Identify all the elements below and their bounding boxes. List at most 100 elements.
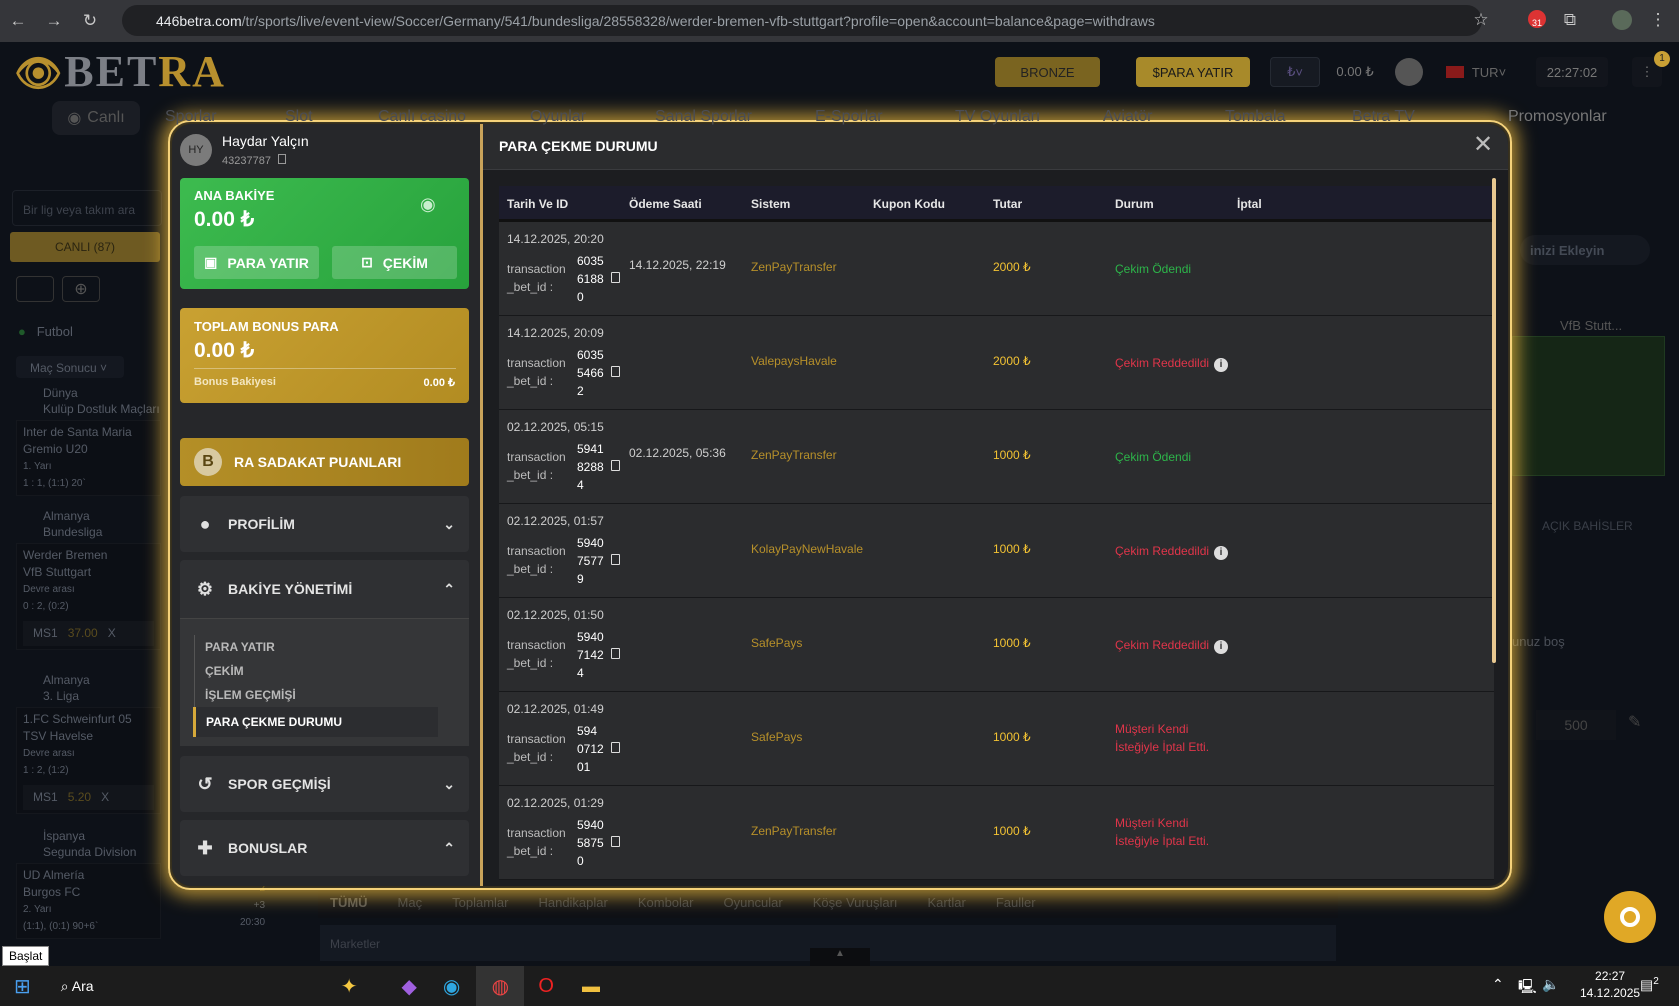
globe-filter-button[interactable]: ⊕ [62, 276, 100, 302]
edit-pencil-icon[interactable]: ✎ [1628, 714, 1642, 731]
nav-item[interactable]: Betra TV [1352, 108, 1415, 125]
submenu-item[interactable]: ÇEKİM [205, 664, 244, 678]
submenu-item[interactable]: İŞLEM GEÇMİŞİ [205, 688, 296, 702]
rank-badge[interactable]: BRONZE [995, 57, 1100, 87]
transaction-id-label: transaction _bet_id : [507, 262, 566, 294]
extension-icon[interactable]: 31 [1528, 10, 1546, 28]
copy-icon[interactable] [611, 272, 620, 283]
match-card[interactable]: Werder Bremen VfB Stuttgart Devre arası 0 :… [16, 543, 161, 650]
nav-item[interactable]: Slot [285, 108, 313, 125]
nav-item[interactable]: Promosyonlar [1508, 108, 1607, 125]
forward-icon[interactable]: → [45, 11, 63, 30]
status: Müşteri Kendi İsteğiyle İptal Etti. [1115, 722, 1210, 754]
nav-item[interactable]: Oyunlar [530, 108, 587, 125]
language-select[interactable]: TUR ˅ [1443, 57, 1509, 87]
copy-icon[interactable] [611, 742, 620, 753]
add-favorites[interactable]: inizi Ekleyin [1520, 235, 1650, 265]
loyalty-points-button[interactable]: B RA SADAKAT PUANLARI [180, 438, 469, 486]
league-header[interactable]: Dünya Kulüp Dostluk Maçları [43, 386, 160, 416]
address-bar[interactable]: 446betra.com/tr/sports/live/event-view/S… [122, 5, 1482, 36]
market-tab[interactable]: Oyuncular [723, 895, 783, 910]
market-tab[interactable]: Fauller [995, 895, 1036, 910]
notifications-icon[interactable]: ▤2 [1640, 976, 1659, 993]
eye-icon[interactable]: ◉ [420, 194, 436, 214]
submenu-item[interactable]: PARA ÇEKME DURUMU [193, 707, 438, 737]
league-header[interactable]: Almanya Bundesliga [43, 509, 103, 539]
close-icon[interactable]: ✕ [1473, 131, 1494, 158]
nav-item[interactable]: Aviatör [1103, 108, 1153, 125]
copy-icon[interactable] [611, 554, 620, 565]
reload-icon[interactable]: ↻ [82, 11, 98, 30]
withdraw-button[interactable]: ⊡ ÇEKİM [332, 246, 457, 279]
site-logo[interactable]: 👁BETRA [14, 47, 226, 96]
match-card[interactable]: UD Almería Burgos FC 2. Yarı (1:1), (0:1) 9… [16, 863, 161, 939]
edge-icon[interactable]: ◉ [442, 975, 461, 998]
nav-item[interactable]: TV Oyunları [955, 108, 1041, 125]
copilot-sparkle-icon[interactable]: ✦ [340, 975, 358, 998]
chrome-icon[interactable]: ◍ [476, 966, 525, 1006]
tray-chevron-icon[interactable]: ⌃ [1492, 976, 1504, 992]
nav-item[interactable]: Sanal Sporlar [655, 108, 752, 125]
network-icon[interactable]: 🖳 [1518, 978, 1537, 994]
stake-input[interactable]: 500 [1536, 710, 1616, 740]
windows-start-icon[interactable]: ⊞ [14, 975, 31, 998]
nav-item[interactable]: Canlı casino [378, 108, 467, 125]
market-tab[interactable]: Toplamlar [452, 895, 509, 910]
taskbar-search[interactable]: ⌕ Ara [60, 977, 94, 994]
copilot-app-icon[interactable]: ◆ [401, 975, 417, 998]
file-explorer-icon[interactable]: ▬ [581, 975, 600, 996]
nav-item[interactable]: E-Sporlar [815, 108, 883, 125]
info-icon[interactable]: i [1214, 546, 1229, 560]
league-search-input[interactable]: Bir lig veya takım ara [12, 190, 162, 226]
league-header[interactable]: Almanya 3. Liga [43, 673, 90, 703]
menu-balance-management[interactable]: ⚙ BAKİYE YÖNETİMİ ⌃ [180, 560, 469, 618]
profile-avatar-icon[interactable] [1612, 10, 1632, 30]
user-avatar-icon[interactable] [1395, 58, 1423, 86]
market-select[interactable]: Maç Sonucu ˅ [16, 356, 124, 378]
menu-sport-history[interactable]: ↺ SPOR GEÇMİŞİ ⌄ [180, 756, 469, 812]
copy-icon[interactable] [611, 836, 620, 847]
market-tab[interactable]: Maç [397, 895, 423, 910]
more-menu-button[interactable]: ⋮ 1 [1632, 51, 1670, 87]
opera-icon[interactable]: O [538, 974, 554, 997]
header-deposit-button[interactable]: $ PARA YATIR [1136, 57, 1250, 87]
match-card[interactable]: 1.FC Schweinfurt 05 TSV Havelse Devre aras… [16, 707, 161, 814]
bookmark-star-icon[interactable]: ☆ [1473, 10, 1489, 29]
nav-item[interactable]: Sporlar [165, 108, 217, 125]
market-tab[interactable]: Kartlar [927, 895, 966, 910]
odds-button[interactable]: MS1 5.20 X [23, 785, 154, 810]
extensions-puzzle-icon[interactable]: ⧉ [1563, 10, 1577, 29]
live-button[interactable]: ◉ Canlı [52, 101, 140, 135]
live-chat-button[interactable] [1604, 891, 1656, 943]
market-tab[interactable]: Köşe Vuruşları [812, 895, 898, 910]
copy-icon[interactable] [611, 366, 620, 377]
copy-icon[interactable] [278, 154, 287, 164]
menu-bonuses[interactable]: ✚ BONUSLAR ⌃ [180, 820, 469, 876]
request-date: 02.12.2025, 01:49 [507, 702, 604, 716]
info-icon[interactable]: i [1214, 640, 1229, 654]
deposit-button[interactable]: ▣ PARA YATIR [194, 246, 319, 279]
system-clock[interactable]: 22:27 14.12.2025 [1580, 969, 1641, 1000]
odds-button[interactable]: MS1 37.00 X [23, 621, 154, 646]
back-icon[interactable]: ← [9, 11, 27, 30]
table-scrollbar[interactable] [1492, 178, 1496, 663]
sport-header[interactable]: ● Futbol [18, 324, 73, 339]
league-header[interactable]: İspanya Segunda Division [43, 829, 137, 859]
nav-item[interactable]: Tombala [1225, 108, 1286, 125]
submenu-item[interactable]: PARA YATIR [205, 640, 275, 654]
volume-icon[interactable]: 🔈 [1542, 976, 1560, 992]
market-tab[interactable]: Kombolar [637, 895, 694, 910]
copy-icon[interactable] [611, 460, 620, 471]
copy-icon[interactable] [611, 648, 620, 659]
match-card[interactable]: Inter de Santa Maria Gremio U20 1. Yarı 1 :… [16, 420, 161, 496]
video-filter-button[interactable] [16, 276, 54, 302]
info-icon[interactable]: i [1214, 358, 1229, 372]
browser-menu-icon[interactable]: ⋮ [1649, 10, 1667, 29]
market-tab[interactable]: TÜMÜ [330, 895, 368, 910]
live-count-button[interactable]: CANLI (87) [10, 232, 160, 262]
menu-profile[interactable]: ● PROFİLİM ⌄ [180, 496, 469, 552]
currency-select[interactable]: ₺ ˅ [1270, 57, 1320, 87]
market-tab[interactable]: Handikaplar [538, 895, 608, 910]
collapse-button[interactable]: ▲ [810, 948, 870, 966]
open-bets-tab[interactable]: AÇIK BAHİSLER [1542, 519, 1633, 533]
